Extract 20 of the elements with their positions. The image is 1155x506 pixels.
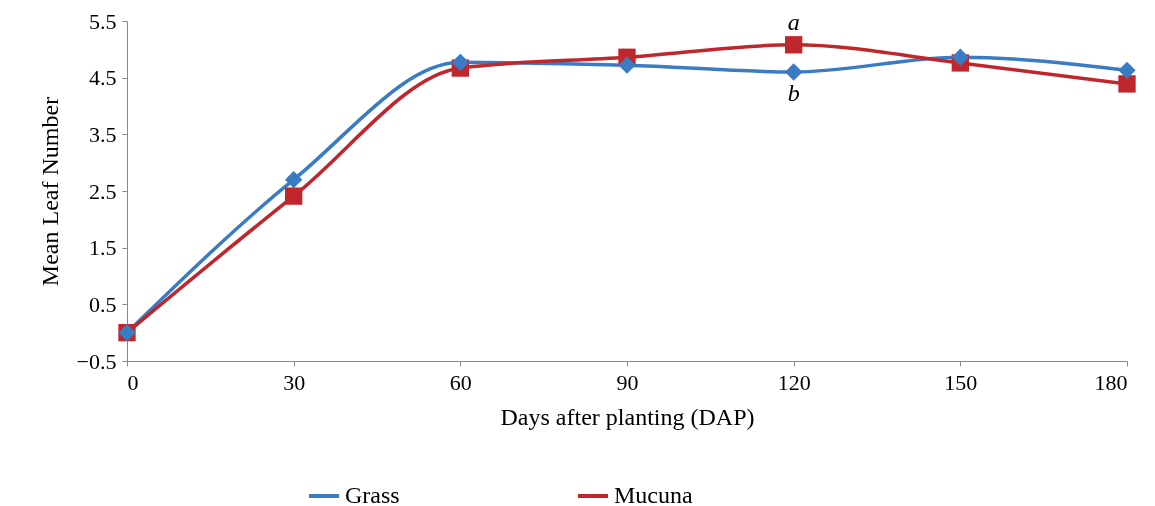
x-tick-label: 150 — [944, 369, 978, 395]
annotation: b — [787, 80, 800, 106]
x-tick-label: 120 — [777, 369, 811, 395]
y-axis-title: Mean Leaf Number — [36, 96, 63, 287]
x-tick-label: 30 — [283, 369, 306, 395]
y-tick-label: 2.5 — [89, 178, 117, 204]
y-tick-label: −0.5 — [76, 348, 117, 374]
y-tick-label: 0.5 — [89, 291, 117, 317]
y-tick-label: 4.5 — [89, 65, 117, 91]
legend-label: Grass — [345, 482, 400, 506]
x-tick-label: 0 — [127, 369, 139, 395]
y-tick-label: 5.5 — [89, 8, 117, 34]
x-axis-title: Days after planting (DAP) — [500, 403, 755, 430]
annotation: a — [787, 8, 800, 35]
x-tick-label: 180 — [1094, 369, 1128, 395]
x-tick-label: 90 — [616, 369, 639, 395]
y-tick-label: 1.5 — [89, 235, 117, 261]
x-tick-label: 60 — [449, 369, 472, 395]
y-tick-label: 3.5 — [89, 121, 117, 147]
legend-label: Mucuna — [614, 482, 693, 506]
